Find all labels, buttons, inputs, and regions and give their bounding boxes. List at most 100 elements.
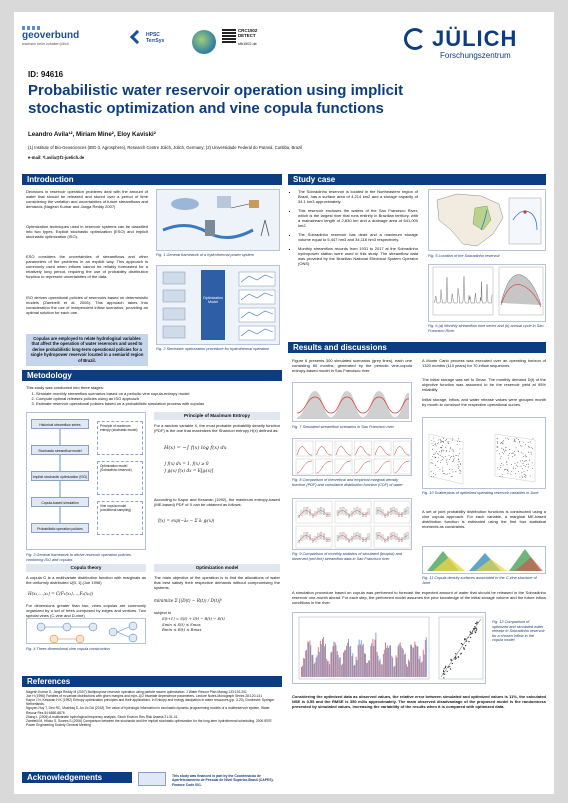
scatter-point xyxy=(505,447,507,449)
release-scatter-point xyxy=(470,633,472,635)
scatter-point xyxy=(528,466,529,468)
scatter-point xyxy=(503,453,504,455)
entropy-p1: For a random variable X, the most probab… xyxy=(154,423,280,433)
case-bullets: The Sobradinho reservoir is located in t… xyxy=(298,189,418,266)
scatter-point xyxy=(505,450,507,451)
reference-item: Nagesh Kumar D, Janga Reddy M (2007) Mul… xyxy=(26,690,247,694)
scatter-point xyxy=(443,450,444,451)
scatter-point xyxy=(521,475,523,477)
scatter-point xyxy=(432,448,433,450)
scatter-point xyxy=(508,453,510,454)
release-bar xyxy=(346,645,347,677)
scatter-point xyxy=(528,446,530,448)
scatter-point xyxy=(517,450,519,452)
julich-emblem-icon xyxy=(404,28,426,50)
release-bar xyxy=(402,649,404,677)
cdf-curve xyxy=(316,460,332,474)
scatter-point xyxy=(437,439,439,441)
scatter-point xyxy=(442,445,444,446)
scatter-point xyxy=(437,466,439,468)
scatter-point xyxy=(449,469,450,470)
release-bar xyxy=(355,656,357,677)
scatter-point xyxy=(439,462,441,463)
scatter-point xyxy=(439,454,441,456)
results-right1: A Monte Carlo process was executed over … xyxy=(422,358,546,368)
scatter-point xyxy=(496,445,498,447)
boxplot-box xyxy=(297,514,300,519)
release-bar xyxy=(358,639,360,677)
scatter-point xyxy=(436,443,438,444)
policy-chart xyxy=(238,325,276,341)
release-bar xyxy=(397,646,399,677)
scatter-point xyxy=(497,446,499,448)
scatter-point xyxy=(451,438,453,439)
release-bar xyxy=(305,650,307,677)
scatter-point xyxy=(529,459,530,461)
scenario-box xyxy=(162,271,186,285)
boxplot-panel xyxy=(373,525,411,549)
scatter-point xyxy=(509,449,510,451)
release-bar xyxy=(323,637,324,677)
scatter-point xyxy=(515,468,516,469)
release-scatter-point xyxy=(463,647,465,649)
boxplot-box xyxy=(336,535,339,541)
pdf-panel xyxy=(334,458,353,475)
release-bar xyxy=(306,649,307,677)
release-bar xyxy=(418,658,420,677)
release-bar xyxy=(308,642,310,677)
scatter-point xyxy=(449,448,451,450)
scatter-point xyxy=(515,447,517,449)
release-bar xyxy=(419,655,421,677)
scatter-point xyxy=(435,456,437,458)
release-bar xyxy=(365,653,366,677)
scatter-point xyxy=(500,447,502,449)
scatter-point xyxy=(452,458,454,460)
release-bar xyxy=(416,646,418,677)
figure-2-illustration xyxy=(162,270,276,341)
results-right2: The initial storage was set to Smax. The… xyxy=(422,377,546,392)
fig7-caption: Fig. 7 Simulated streamflow scenarios in… xyxy=(292,425,394,429)
release-bar xyxy=(394,665,396,677)
release-scatter-point xyxy=(476,623,478,625)
scenario-box xyxy=(162,325,186,339)
scatter-point xyxy=(433,456,435,458)
scatter-point xyxy=(502,441,504,443)
julich-sub: Forschungszentrum xyxy=(440,51,511,60)
release-bar xyxy=(350,646,352,677)
poster-authors: Leandro Avila¹², Miriam Mine², Eloy Kavi… xyxy=(28,131,156,138)
scatter-point xyxy=(498,469,500,470)
release-bar xyxy=(381,664,383,677)
scatter-point xyxy=(511,463,512,465)
release-scatter-point xyxy=(444,673,446,675)
scatter-point xyxy=(434,452,436,454)
scatter-point xyxy=(518,439,519,441)
scatter-point xyxy=(527,441,529,443)
scatter-point xyxy=(520,465,522,467)
scatter-point xyxy=(526,456,527,457)
poster-affiliations: (1) Institute of Bio-Geosciences (IBG-3,… xyxy=(28,145,302,150)
scatter-point xyxy=(525,460,527,462)
opt-subject-label: subject to xyxy=(154,610,172,615)
release-scatter-point xyxy=(451,662,453,665)
method-step: Simulate monthly streamflow scenarios ba… xyxy=(36,391,290,396)
release-scatter-point xyxy=(472,628,474,630)
scatter-point xyxy=(512,452,514,454)
scatter-point xyxy=(525,460,527,461)
case-bullet: Monthly streamflow records from 1931 to … xyxy=(298,246,418,266)
scatter-point xyxy=(460,463,462,464)
scatter-point xyxy=(500,466,501,468)
scatter-point xyxy=(458,438,459,440)
release-bar xyxy=(400,646,402,677)
release-scatter-point xyxy=(443,670,445,672)
poster-title-line1: Probabilistic water reservoir operation … xyxy=(28,82,404,99)
scatter-point xyxy=(438,442,439,444)
reference-item: Zambelli M, Hiloko S, Soares S (2006) Co… xyxy=(26,718,272,727)
scatter-point xyxy=(507,472,509,474)
scatter-point xyxy=(439,438,441,440)
release-scatter-point xyxy=(464,639,466,641)
scatter-point xyxy=(505,437,506,439)
scatter-point xyxy=(515,440,516,442)
release-bar xyxy=(424,640,426,677)
streamflow-time-series xyxy=(432,266,544,316)
scatter-point xyxy=(512,466,514,468)
